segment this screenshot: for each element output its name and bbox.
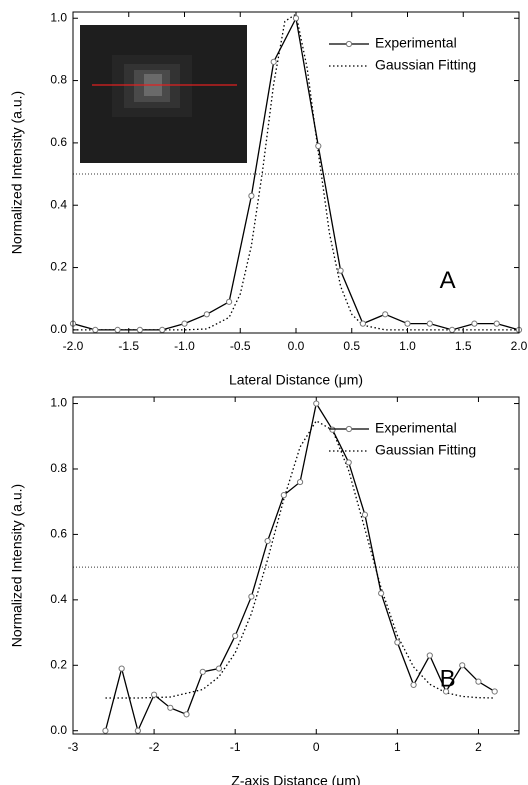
x-tick-label: -1.5: [118, 339, 139, 353]
y-tick-label: 0.4: [50, 197, 67, 211]
data-point: [183, 711, 190, 718]
data-point: [248, 192, 255, 199]
data-point: [426, 320, 433, 327]
legend-marker: [345, 425, 353, 433]
x-tick-label: -3: [68, 740, 79, 754]
legend-label: Gaussian Fitting: [375, 442, 476, 458]
plot-frame: [72, 11, 520, 334]
x-tick-label: -1.0: [174, 339, 195, 353]
data-point: [378, 590, 385, 597]
y-tick-label: 0.6: [50, 527, 67, 541]
y-tick-label: 0.4: [50, 592, 67, 606]
legend-label: Gaussian Fitting: [375, 57, 476, 73]
data-point: [493, 320, 500, 327]
data-point: [449, 326, 456, 333]
x-tick-label: -1: [230, 740, 241, 754]
data-point: [491, 688, 498, 695]
x-axis-title: Lateral Distance (μm): [229, 372, 363, 388]
x-axis-title: Z-axis Distance (μm): [231, 773, 360, 785]
legend-marker: [345, 40, 353, 48]
data-point: [475, 678, 482, 685]
y-axis-title: Normalized Intensity (a.u.): [9, 484, 25, 647]
data-point: [232, 632, 239, 639]
data-point: [394, 639, 401, 646]
data-point: [181, 320, 188, 327]
y-tick-label: 1.0: [50, 396, 67, 410]
data-point: [471, 320, 478, 327]
data-point: [315, 142, 322, 150]
x-tick-label: 0.0: [288, 339, 305, 353]
panel-label: A: [440, 267, 456, 294]
y-tick-label: 0.0: [50, 322, 67, 336]
data-point: [136, 326, 143, 333]
y-tick-label: 0.8: [50, 461, 67, 475]
legend-label: Experimental: [375, 420, 457, 436]
data-point: [203, 311, 210, 318]
data-point: [114, 326, 121, 333]
x-tick-label: 0.5: [343, 339, 360, 353]
data-point: [248, 593, 255, 600]
data-point: [167, 704, 174, 711]
data-point: [426, 652, 433, 659]
data-point: [199, 668, 206, 675]
data-point: [296, 478, 304, 486]
data-point: [442, 688, 450, 695]
data-point: [329, 426, 336, 433]
y-tick-label: 0.2: [50, 657, 67, 671]
x-tick-label: 1.5: [455, 339, 472, 353]
data-point: [404, 320, 411, 327]
data-point: [280, 492, 287, 499]
y-tick-label: 1.0: [50, 10, 67, 24]
x-tick-label: 1.0: [399, 339, 416, 353]
data-point: [150, 691, 158, 698]
data-point: [459, 662, 466, 669]
x-tick-label: 2: [475, 740, 482, 754]
data-point: [359, 320, 366, 327]
data-point: [345, 459, 352, 466]
y-tick-label: 0.8: [50, 73, 67, 87]
data-point: [361, 511, 369, 518]
data-point: [215, 665, 223, 672]
data-point: [134, 727, 141, 734]
data-point: [102, 727, 109, 734]
data-point: [313, 400, 320, 407]
data-point: [337, 267, 344, 274]
data-point: [292, 15, 300, 22]
data-point: [92, 326, 99, 333]
y-tick-label: 0.0: [50, 723, 67, 737]
x-tick-label: 1: [394, 740, 401, 754]
x-tick-label: -2: [149, 740, 160, 754]
y-tick-label: 0.2: [50, 260, 67, 274]
data-point: [118, 665, 125, 672]
y-tick-label: 0.6: [50, 135, 67, 149]
x-tick-label: -0.5: [230, 339, 251, 353]
data-point: [226, 298, 233, 305]
x-tick-label: 2.0: [511, 339, 528, 353]
series-line: [105, 420, 495, 699]
data-point: [410, 681, 417, 689]
x-tick-label: 0: [313, 740, 320, 754]
panel-label: B: [440, 665, 456, 692]
legend-label: Experimental: [375, 35, 457, 51]
plot-frame: [72, 396, 520, 735]
data-point: [264, 537, 271, 545]
y-axis-title: Normalized Intensity (a.u.): [9, 91, 25, 254]
inset-image: [80, 25, 247, 163]
x-tick-label: -2.0: [63, 339, 84, 353]
data-point: [382, 311, 389, 318]
data-point: [159, 326, 166, 333]
data-point: [270, 58, 277, 65]
